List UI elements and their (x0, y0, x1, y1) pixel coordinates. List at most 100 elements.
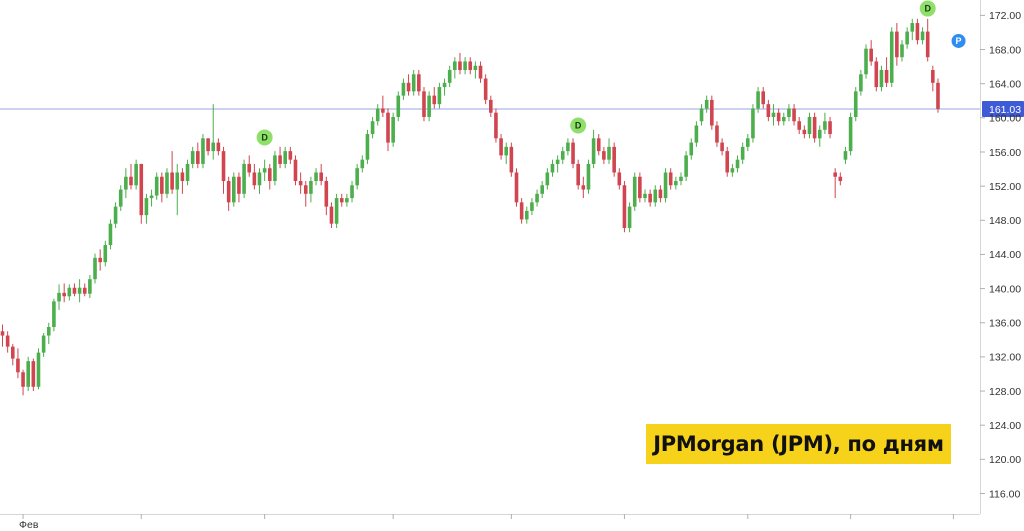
candle-body (509, 146, 514, 173)
candle-body (401, 82, 406, 96)
marker-label: D (575, 121, 582, 131)
candle-body (77, 287, 82, 294)
y-tick-label: 148.00 (989, 215, 1021, 227)
candle-body (905, 31, 909, 45)
candle-body (62, 292, 66, 297)
candle-body (345, 198, 349, 203)
candle-body (88, 279, 92, 294)
candle-body (684, 155, 688, 177)
candle-body (653, 189, 658, 203)
candle-body (350, 185, 354, 199)
candle-body (360, 159, 365, 169)
candle-body (432, 95, 437, 105)
candle-body (828, 121, 832, 135)
candle-body (447, 70, 452, 83)
candle-body (427, 95, 431, 117)
candle-body (879, 70, 884, 88)
candle-body (242, 163, 246, 194)
candle-body (293, 159, 298, 182)
candle-body (21, 372, 25, 387)
candle-body (406, 82, 411, 92)
y-tick-label: 132.00 (989, 352, 1021, 364)
candle-body (298, 181, 303, 186)
candle-body (643, 193, 647, 199)
y-tick-label: 160.00 (989, 113, 1021, 125)
candle-body (920, 31, 925, 41)
candle-body (607, 146, 611, 160)
candle-body (216, 142, 221, 152)
candle-body (812, 116, 817, 139)
candle-body (632, 176, 637, 207)
candle-body (422, 91, 426, 117)
candle-body (273, 155, 277, 182)
candle-body (175, 172, 180, 190)
y-tick-label: 144.00 (989, 249, 1021, 261)
candle-body (648, 193, 652, 203)
dividend-marker (256, 129, 273, 146)
marker-label: D (924, 4, 931, 14)
candle-body (103, 245, 108, 263)
candle-body (576, 163, 580, 186)
candle-body (283, 151, 287, 164)
candle-body (370, 121, 375, 135)
candle-body (550, 163, 555, 173)
candle-body (622, 185, 627, 228)
candle-body (602, 151, 606, 160)
candle-body (725, 151, 730, 173)
candle-body (848, 116, 853, 152)
candle-body (118, 189, 123, 207)
candle-body (10, 346, 15, 359)
candle-body (329, 206, 334, 224)
candle-body (247, 163, 252, 173)
y-tick-label: 120.00 (989, 454, 1021, 466)
candle-body (72, 287, 77, 294)
candle-body (417, 74, 421, 92)
candle-body (884, 70, 889, 83)
candle-body (555, 159, 560, 164)
candle-body (514, 172, 519, 203)
event-marker-p (951, 33, 966, 48)
candle-body (232, 176, 236, 203)
candle-body (201, 138, 205, 164)
candle-body (715, 125, 719, 143)
y-tick-label: 140.00 (989, 283, 1021, 295)
candle-body (931, 70, 935, 83)
candle-body (817, 129, 822, 139)
candle-body (206, 138, 210, 152)
y-tick-label: 172.00 (989, 10, 1021, 22)
candle-body (761, 91, 766, 105)
candle-body (710, 99, 714, 126)
candle-body (859, 74, 863, 92)
candle-body (581, 185, 586, 190)
candle-body (869, 48, 873, 62)
candle-body (596, 138, 601, 152)
last-price-tag (982, 101, 1024, 118)
candle-body (638, 176, 642, 199)
candle-body (324, 181, 329, 207)
candle-body (309, 181, 313, 194)
candle-body (41, 335, 46, 353)
candle-body (740, 146, 745, 160)
candle-body (889, 31, 894, 83)
candle-body (658, 189, 663, 199)
candle-body (319, 172, 323, 182)
candle-body (627, 206, 632, 228)
candle-body (504, 146, 509, 156)
candle-body (411, 74, 416, 92)
candle-body (170, 172, 174, 190)
candle-body (797, 121, 801, 130)
candle-body (453, 61, 457, 71)
candle-body (545, 172, 550, 186)
candle-body (303, 185, 308, 194)
candle-body (365, 134, 370, 160)
candle-body (571, 142, 575, 164)
candle-body (257, 172, 262, 186)
candle-body (936, 82, 940, 110)
candle-body (771, 112, 776, 117)
candle-body (566, 142, 570, 152)
candle-body (154, 176, 159, 196)
y-tick-label: 152.00 (989, 181, 1021, 193)
candle-body (237, 176, 241, 194)
candle-body (180, 172, 185, 182)
